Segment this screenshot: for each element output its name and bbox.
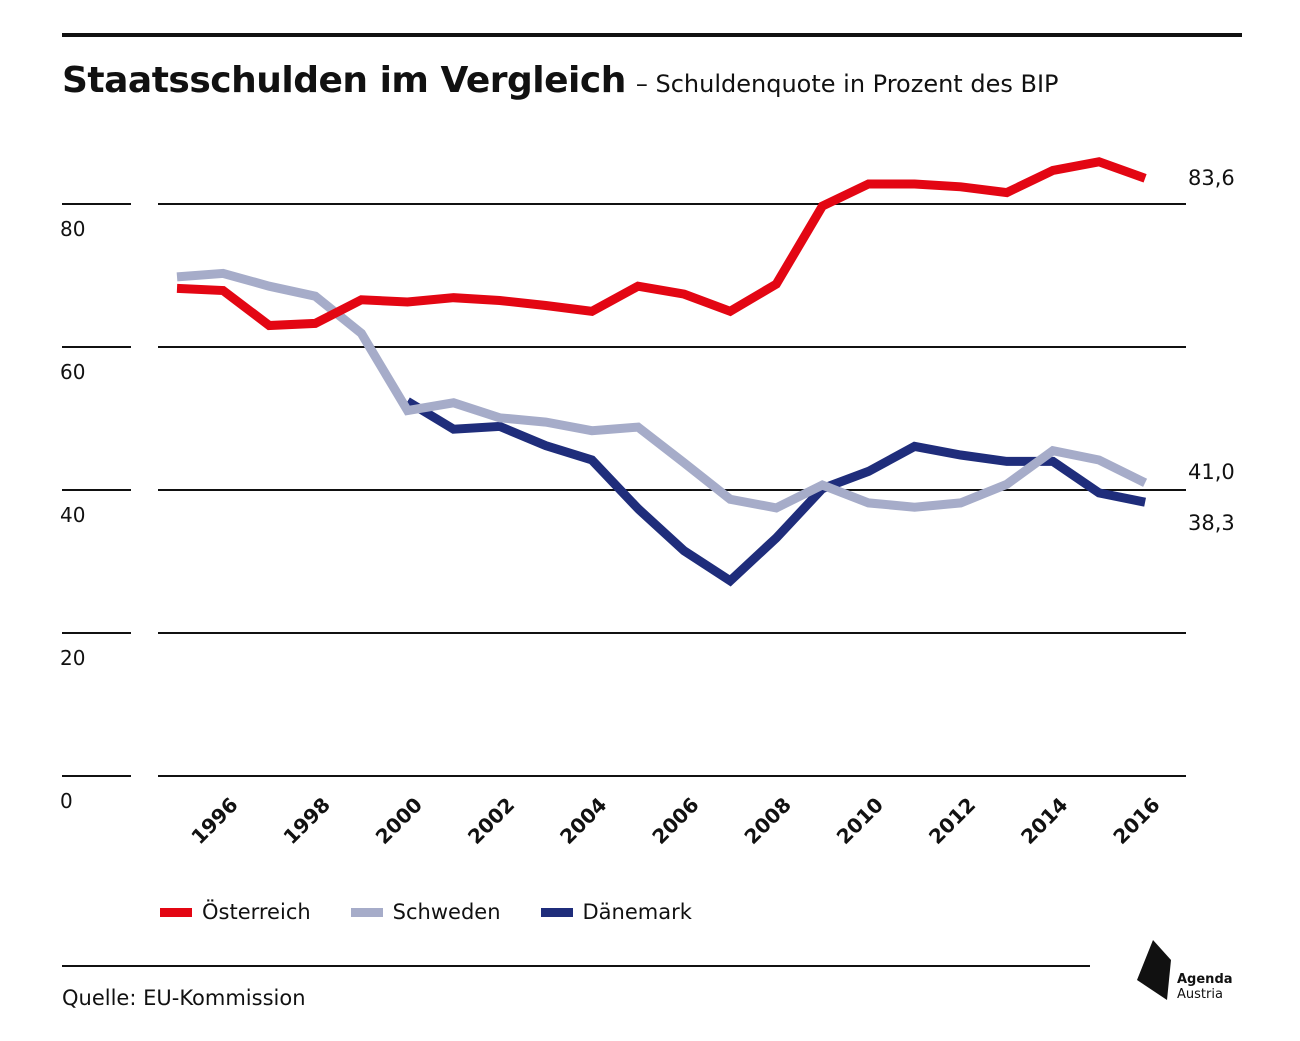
end-label-Österreich: 83,6	[1188, 166, 1235, 190]
y-tick-label: 60	[60, 360, 85, 384]
y-tick-label: 0	[60, 789, 73, 813]
legend-swatch	[540, 907, 573, 917]
x-axis-ticks: 1996 1998 2000 2002 2004 2006 2008 2010 2012 2014…	[186, 793, 1164, 849]
legend-item: Dänemark	[540, 900, 692, 924]
x-tick-label: 1998	[278, 793, 334, 849]
x-tick-label: 2008	[739, 793, 795, 849]
source-note: Quelle: EU-Kommission	[62, 986, 306, 1010]
x-tick-label: 2016	[1108, 793, 1164, 849]
logo-text: Agenda Austria	[1177, 972, 1233, 1002]
x-tick-label: 2004	[555, 793, 611, 849]
legend-swatch	[160, 907, 192, 917]
legend-swatch	[350, 907, 383, 917]
series-line-Schweden	[176, 268, 1148, 513]
x-tick-label: 2006	[647, 793, 703, 849]
y-tick-label: 80	[60, 217, 85, 241]
x-tick-label: 2002	[463, 793, 519, 849]
y-tick-label: 20	[60, 646, 85, 670]
y-axis-ticks: 0 20 40 60 80	[60, 217, 85, 813]
x-tick-label: 1996	[186, 793, 242, 849]
legend: Österreich Schweden Dänemark	[160, 900, 692, 924]
series-line-Dänemark	[405, 397, 1146, 587]
bottom-rule	[62, 965, 1090, 967]
end-label-Schweden: 41,0	[1188, 460, 1235, 484]
legend-label: Dänemark	[582, 900, 692, 924]
chart-title: Staatsschulden im Vergleich	[62, 60, 626, 101]
x-tick-label: 2000	[371, 793, 427, 849]
x-tick-label: 2010	[832, 793, 888, 849]
legend-label: Österreich	[202, 900, 311, 924]
y-tick-label: 40	[60, 503, 85, 527]
logo-line2: Austria	[1177, 987, 1223, 1002]
legend-item: Österreich	[160, 900, 311, 924]
end-label-Dänemark: 38,3	[1188, 511, 1235, 535]
x-tick-label: 2012	[924, 793, 980, 849]
series-line-Österreich	[176, 157, 1147, 331]
series-lines	[176, 157, 1148, 587]
legend-item: Schweden	[350, 900, 501, 924]
legend-label: Schweden	[392, 900, 501, 924]
end-labels: 83,6 41,0 38,3	[1188, 166, 1235, 535]
chart-subtitle: – Schuldenquote in Prozent des BIP	[635, 70, 1059, 98]
agenda-austria-logo	[1137, 940, 1171, 1000]
logo-line1: Agenda	[1177, 972, 1233, 987]
grid-lines	[62, 203, 1186, 777]
title-row: Staatsschulden im Vergleich – Schuldenquo…	[62, 60, 1059, 101]
x-tick-label: 2014	[1016, 793, 1072, 849]
top-rule	[62, 33, 1242, 37]
